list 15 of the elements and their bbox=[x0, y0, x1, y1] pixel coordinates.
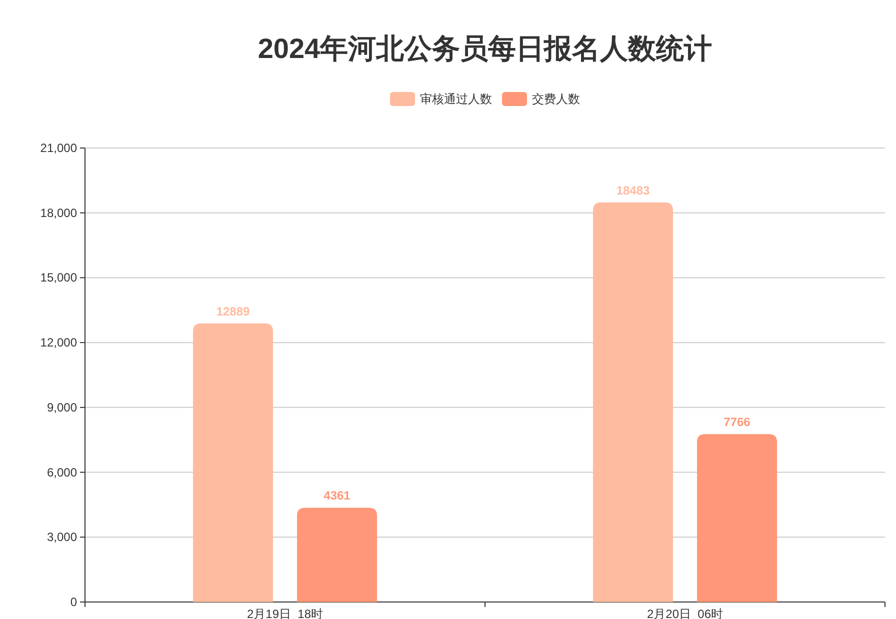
data-label: 18483 bbox=[616, 183, 650, 198]
y-tick-label: 18,000 bbox=[40, 206, 78, 220]
data-label: 12889 bbox=[216, 304, 250, 318]
data-label: 4361 bbox=[324, 488, 351, 503]
y-tick-label: 12,000 bbox=[40, 336, 78, 350]
y-tick-label: 9,000 bbox=[46, 400, 78, 414]
y-tick-label: 0 bbox=[70, 595, 78, 609]
y-tick-label: 15,000 bbox=[40, 270, 78, 285]
data-label: 7766 bbox=[724, 415, 751, 430]
legend-label: 审核通过人数 bbox=[420, 92, 492, 106]
y-tick-label: 3,000 bbox=[46, 530, 78, 544]
legend-label: 交费人数 bbox=[532, 92, 580, 106]
y-tick-label: 6,000 bbox=[46, 465, 78, 480]
chart-title: 2024年河北公务员每日报名人数统计 bbox=[258, 33, 712, 64]
y-tick-label: 21,000 bbox=[40, 141, 78, 155]
